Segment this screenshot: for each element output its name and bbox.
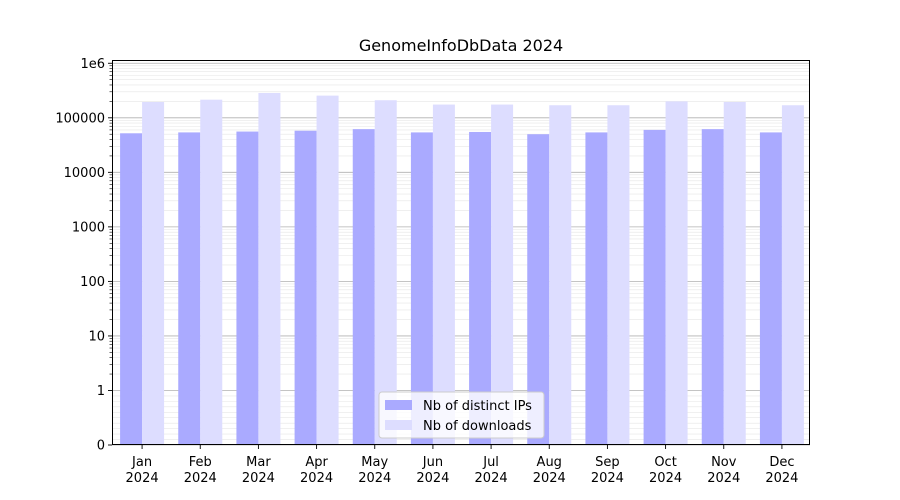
x-tick-label-year: 2024	[416, 471, 449, 486]
bar-distinct-ips	[410, 132, 433, 445]
bar-distinct-ips	[294, 130, 317, 445]
bar-distinct-ips	[469, 131, 492, 445]
bar-distinct-ips	[759, 132, 782, 445]
y-axis: 0 1 10 100 1000 10000 100000 1e6	[55, 57, 112, 454]
plot-frame	[112, 60, 810, 445]
bar-distinct-ips	[643, 129, 666, 445]
y-tick-label: 100	[80, 275, 105, 290]
x-tick-label-year: 2024	[126, 471, 159, 486]
chart-title: GenomeInfoDbData 2024	[359, 36, 563, 55]
bar-distinct-ips	[120, 133, 143, 445]
bar-downloads	[258, 93, 281, 445]
bar-downloads	[491, 104, 514, 446]
bar-downloads	[607, 105, 630, 446]
legend: Nb of distinct IPs Nb of downloads	[378, 391, 545, 439]
x-tick-label-year: 2024	[475, 471, 508, 486]
bar-downloads	[432, 104, 455, 446]
x-axis: Jan2024Feb2024Mar2024Apr2024May2024Jun20…	[126, 445, 798, 486]
legend-swatch	[385, 420, 412, 430]
x-tick-label-month: Oct	[654, 455, 676, 470]
x-tick-label-year: 2024	[533, 471, 566, 486]
legend-label: Nb of downloads	[423, 419, 532, 434]
bar-downloads	[723, 101, 746, 446]
bars-layer	[120, 93, 804, 446]
x-tick-label-month: Sep	[595, 455, 620, 470]
x-tick-label-year: 2024	[765, 471, 798, 486]
x-tick-label-month: Jun	[422, 455, 443, 470]
bar-downloads	[374, 100, 397, 445]
bar-downloads	[549, 105, 572, 446]
x-tick-label-year: 2024	[649, 471, 682, 486]
x-tick-label-month: Aug	[537, 455, 562, 470]
bar-downloads	[200, 99, 223, 445]
y-tick-label: 1e6	[80, 57, 105, 72]
y-tick-label: 0	[97, 439, 105, 454]
bar-distinct-ips	[527, 134, 550, 446]
y-tick-label: 10000	[64, 166, 105, 181]
x-tick-label-month: Apr	[305, 455, 328, 470]
y-tick-label: 10	[88, 329, 105, 344]
bar-distinct-ips	[585, 132, 608, 445]
bar-distinct-ips	[701, 129, 724, 445]
x-tick-label-year: 2024	[300, 471, 333, 486]
x-tick-label-month: Mar	[246, 455, 271, 470]
bar-distinct-ips	[178, 132, 201, 445]
x-tick-label-month: Dec	[769, 455, 794, 470]
x-tick-label-month: Feb	[189, 455, 212, 470]
bar-downloads	[781, 105, 804, 446]
bar-distinct-ips	[236, 131, 259, 445]
legend-box	[378, 391, 545, 439]
bar-distinct-ips	[352, 129, 375, 445]
legend-swatch	[385, 400, 412, 410]
bar-downloads	[316, 95, 339, 445]
x-tick-label-month: Nov	[711, 455, 737, 470]
y-tick-label: 100000	[55, 111, 105, 126]
legend-label: Nb of distinct IPs	[423, 399, 532, 414]
x-tick-label-year: 2024	[707, 471, 740, 486]
x-tick-label-year: 2024	[591, 471, 624, 486]
x-tick-label-month: May	[361, 455, 388, 470]
x-tick-label-month: Jan	[131, 455, 152, 470]
y-tick-label: 1000	[72, 220, 105, 235]
x-tick-label-month: Jul	[482, 455, 499, 470]
bar-downloads	[142, 101, 165, 446]
x-tick-label-year: 2024	[242, 471, 275, 486]
bar-downloads	[665, 101, 688, 446]
x-tick-label-year: 2024	[184, 471, 217, 486]
x-tick-label-year: 2024	[358, 471, 391, 486]
y-tick-label: 1	[97, 384, 105, 399]
